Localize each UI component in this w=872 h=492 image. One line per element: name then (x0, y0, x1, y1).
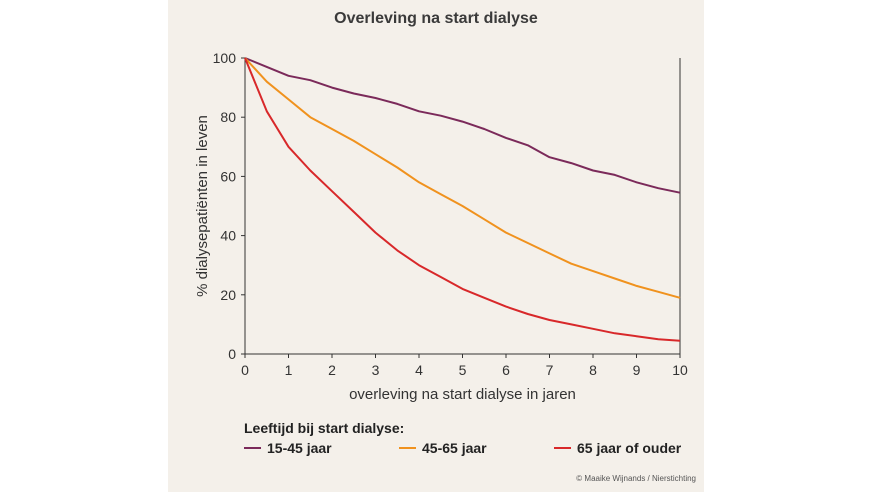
legend-label: 45-65 jaar (422, 440, 487, 456)
y-axis-label: % dialysepatiënten in leven (194, 115, 211, 297)
legend-label: 65 jaar of ouder (577, 440, 682, 456)
y-tick-label: 40 (220, 228, 236, 244)
x-tick-label: 10 (672, 362, 688, 378)
legend-item-65-plus: 65 jaar of ouder (554, 440, 681, 456)
chart-background (168, 0, 704, 492)
legend-item-45-65: 45-65 jaar (399, 440, 487, 456)
series-line-0 (244, 57, 681, 194)
x-tick-label: 2 (328, 362, 336, 378)
y-tick-label: 20 (220, 287, 236, 303)
x-axis-label: overleving na start dialyse in jaren (349, 386, 576, 403)
legend-label: 15-45 jaar (267, 440, 332, 456)
credit-text: © Maaike Wijnands / Nierstichting (576, 474, 696, 483)
x-tick-label: 8 (589, 362, 597, 378)
chart-title: Overleving na start dialyse (334, 10, 538, 27)
x-tick-label: 0 (241, 362, 249, 378)
y-tick-label: 100 (213, 50, 237, 66)
legend-swatch (399, 447, 416, 449)
series-line-2 (244, 57, 681, 342)
legend-swatch (244, 447, 261, 449)
legend-swatch (554, 447, 571, 449)
x-tick-label: 1 (285, 362, 293, 378)
x-tick-label: 9 (633, 362, 641, 378)
x-tick-label: 7 (546, 362, 554, 378)
x-tick-label: 3 (372, 362, 380, 378)
x-tick-label: 5 (459, 362, 467, 378)
legend-item-15-45: 15-45 jaar (244, 440, 332, 456)
legend-title: Leeftijd bij start dialyse: (244, 420, 405, 436)
y-tick-label: 80 (220, 109, 236, 125)
y-tick-label: 60 (220, 168, 236, 184)
x-tick-label: 6 (502, 362, 510, 378)
y-tick-label: 0 (228, 346, 236, 362)
series-line-1 (244, 57, 681, 299)
x-tick-label: 4 (415, 362, 423, 378)
